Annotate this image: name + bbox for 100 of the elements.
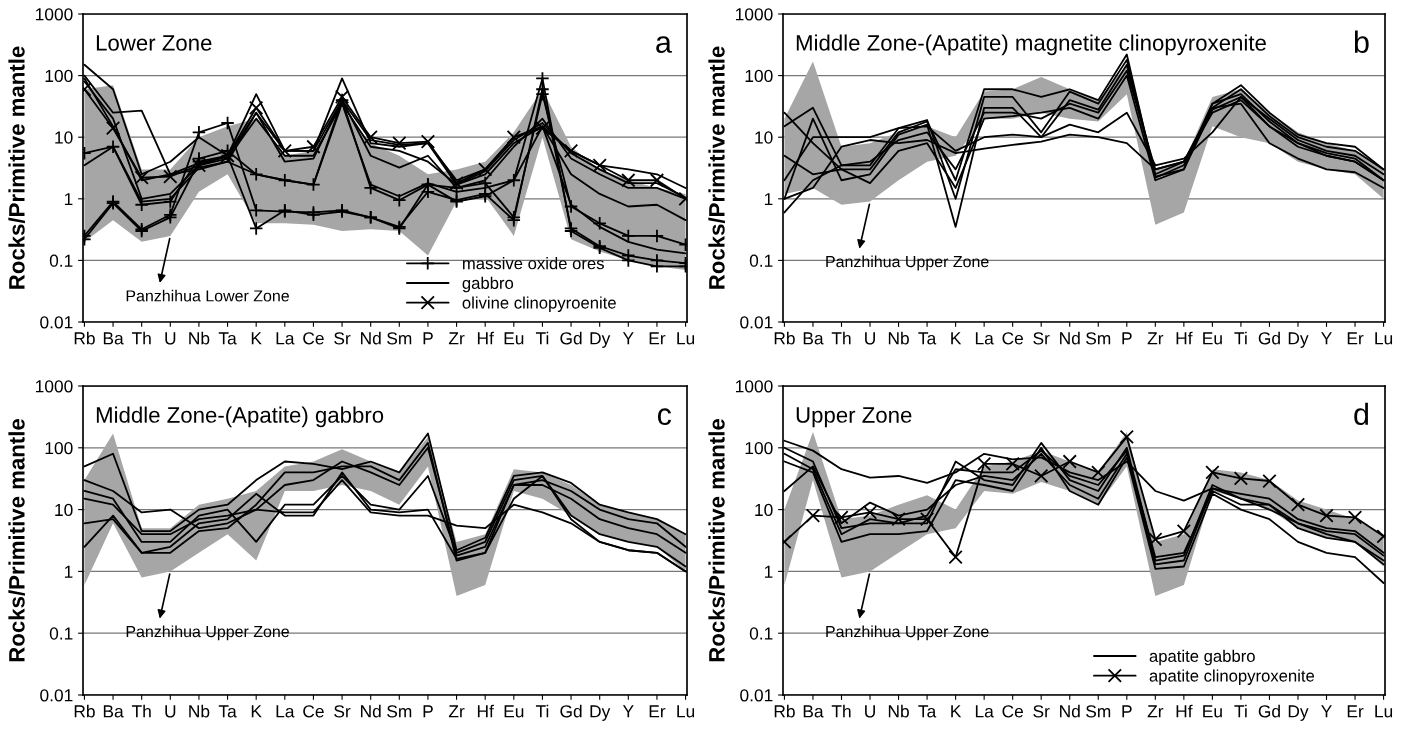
x-tick-label: P	[1122, 705, 1132, 718]
y-tick-label: 1	[764, 193, 773, 206]
x-tick-label: Eu	[504, 705, 524, 718]
x-tick-label: Dy	[590, 705, 611, 721]
x-tick-label: P	[423, 705, 433, 718]
x-tick-label: Nb	[189, 704, 210, 718]
annotation: Panzhihua Upper Zone	[126, 625, 289, 641]
y-tick-label: 100	[745, 69, 773, 83]
annotation: Panzhihua Lower Zone	[126, 289, 289, 302]
x-tick-label: U	[865, 332, 875, 345]
y-tick-label: 1000	[735, 8, 773, 21]
x-tick-label: Nd	[1060, 704, 1080, 718]
x-tick-label: U	[165, 332, 176, 345]
x-tick-label: Ti	[1234, 331, 1247, 345]
x-tick-label: Sm	[387, 705, 412, 718]
x-tick-label: Eu	[1203, 705, 1222, 718]
y-tick-label: 1000	[35, 380, 73, 393]
y-tick-label: 0.01	[740, 689, 773, 702]
x-tick-label: Dy	[1288, 705, 1309, 721]
x-tick-label: Lu	[677, 705, 695, 718]
x-tick-label: U	[165, 705, 176, 718]
x-tick-label: Nd	[361, 704, 381, 718]
x-tick-label: Rb	[774, 704, 795, 718]
x-tick-label: La	[975, 705, 994, 718]
y-axis-title: Rocks/Primitive mantle	[8, 46, 25, 289]
x-tick-label: Hf	[477, 704, 494, 718]
y-tick-label: 0.1	[49, 627, 73, 640]
x-tick-label: K	[951, 332, 962, 345]
x-tick-label: La	[276, 705, 295, 718]
y-axis-title: Rocks/Primitive mantle	[8, 418, 25, 662]
x-tick-label: Lu	[1375, 705, 1393, 718]
x-tick-label: Sr	[334, 705, 351, 718]
x-tick-label: Sr	[1033, 705, 1050, 718]
y-tick-label: 10	[55, 131, 73, 144]
annotation: d	[1354, 402, 1368, 426]
y-tick-label: 1	[64, 565, 73, 578]
x-tick-label: La	[276, 332, 295, 345]
y-tick-label: 0.01	[40, 316, 73, 329]
x-tick-label: K	[951, 705, 962, 718]
x-tick-label: Dy	[1288, 332, 1309, 348]
x-tick-label: Ti	[535, 331, 549, 345]
x-tick-label: Ti	[1234, 704, 1247, 718]
x-tick-label: Zr	[1147, 705, 1164, 718]
text: Lower Zone	[96, 35, 212, 51]
x-tick-label: K	[251, 705, 262, 718]
text: Middle Zone-(Apatite) magnetite clinopyroxenite	[796, 34, 1266, 56]
x-tick-label: Hf	[1176, 331, 1193, 345]
x-tick-label: Zr	[448, 332, 465, 345]
x-tick-label: Er	[649, 332, 666, 345]
y-tick-label: 100	[45, 69, 73, 83]
x-tick-label: Ce	[1002, 705, 1023, 718]
y-tick-label: 0.01	[40, 689, 73, 702]
x-tick-label: Ce	[1002, 332, 1023, 345]
x-tick-label: P	[1122, 332, 1132, 345]
x-tick-label: Ce	[303, 705, 324, 718]
x-tick-label: Hf	[1176, 704, 1193, 718]
x-tick-label: Eu	[1203, 332, 1222, 345]
x-tick-label: Y	[622, 332, 634, 345]
y-axis-title: Rocks/Primitive mantle	[708, 418, 725, 662]
x-tick-label: Eu	[504, 332, 524, 345]
x-tick-label: Ta	[918, 332, 937, 345]
y-tick-label: 1	[764, 565, 773, 578]
legend-label: massive oxide ores	[463, 257, 604, 270]
x-tick-label: Nb	[888, 331, 909, 345]
x-tick-label: P	[423, 332, 433, 345]
x-tick-label: Ba	[103, 332, 124, 345]
legend-label: apatite gabbro	[1149, 649, 1255, 666]
x-tick-label: U	[865, 705, 875, 718]
x-tick-label: Ta	[918, 705, 937, 718]
y-tick-label: 0.01	[740, 316, 773, 329]
y-tick-label: 10	[55, 503, 73, 517]
x-tick-label: Er	[1347, 705, 1364, 718]
x-tick-label: Ta	[218, 705, 237, 718]
y-axis-title: Rocks/Primitive mantle	[708, 46, 725, 289]
x-tick-label: Ti	[535, 704, 549, 718]
x-tick-label: Gd	[1258, 704, 1280, 718]
x-tick-label: Dy	[590, 332, 611, 348]
x-tick-label: Ta	[218, 332, 237, 345]
x-tick-label: Th	[131, 331, 151, 345]
x-tick-label: Rb	[74, 331, 95, 345]
y-tick-label: 1	[64, 193, 73, 206]
y-tick-label: 100	[745, 441, 773, 455]
x-tick-label: Er	[1347, 332, 1364, 345]
x-tick-label: Nb	[888, 704, 909, 718]
y-tick-label: 1000	[35, 8, 73, 21]
x-tick-label: Rb	[774, 331, 795, 345]
x-tick-label: Lu	[677, 332, 695, 345]
x-tick-label: K	[251, 332, 262, 345]
y-tick-label: 1000	[735, 380, 773, 393]
x-tick-label: Sm	[1086, 705, 1111, 718]
text: Upper Zone	[796, 407, 912, 428]
x-tick-label: Gd	[1258, 331, 1280, 345]
legend-label: olivine clinopyroenite	[462, 296, 616, 312]
x-tick-label: Th	[831, 331, 851, 345]
x-tick-label: Y	[622, 705, 634, 718]
x-tick-label: Nd	[1060, 331, 1080, 345]
x-tick-label: Gd	[560, 704, 582, 718]
annotation: b	[1354, 30, 1369, 53]
x-tick-label: Nb	[189, 331, 210, 345]
y-tick-label: 100	[45, 441, 73, 455]
